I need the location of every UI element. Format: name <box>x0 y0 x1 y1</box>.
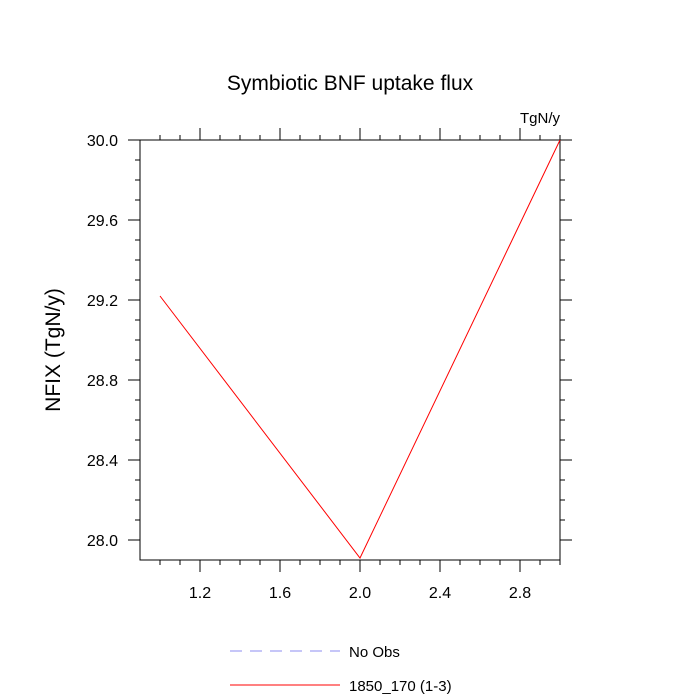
series-line <box>159 139 561 559</box>
legend: No Obs 1850_170 (1-3) <box>230 644 452 695</box>
x-tick-label: 2.0 <box>349 585 371 602</box>
axis-ticks <box>128 128 572 572</box>
tick-labels: 1.2 1.6 2.0 2.4 2.8 28.0 28.4 28.8 29.2 29.6 30.0 <box>87 133 531 602</box>
y-axis-label: NFIX (TgN/y) <box>42 288 65 412</box>
x-tick-label: 2.8 <box>509 585 531 602</box>
y-tick-label: 28.0 <box>87 533 118 550</box>
units-label: TgN/y <box>520 110 561 127</box>
legend-label: 1850_170 (1-3) <box>349 678 452 695</box>
chart-title: Symbiotic BNF uptake flux <box>227 72 474 95</box>
x-tick-label: 2.4 <box>429 585 451 602</box>
y-tick-label: 29.6 <box>87 213 118 230</box>
series-lines <box>159 139 561 559</box>
y-tick-label: 28.4 <box>87 453 118 470</box>
y-tick-label: 28.8 <box>87 373 118 390</box>
x-tick-label: 1.6 <box>269 585 291 602</box>
x-tick-label: 1.2 <box>189 585 211 602</box>
plot-frame <box>139 139 561 561</box>
y-tick-label: 29.2 <box>87 293 118 310</box>
legend-label: No Obs <box>349 644 400 661</box>
y-tick-label: 30.0 <box>87 133 118 150</box>
